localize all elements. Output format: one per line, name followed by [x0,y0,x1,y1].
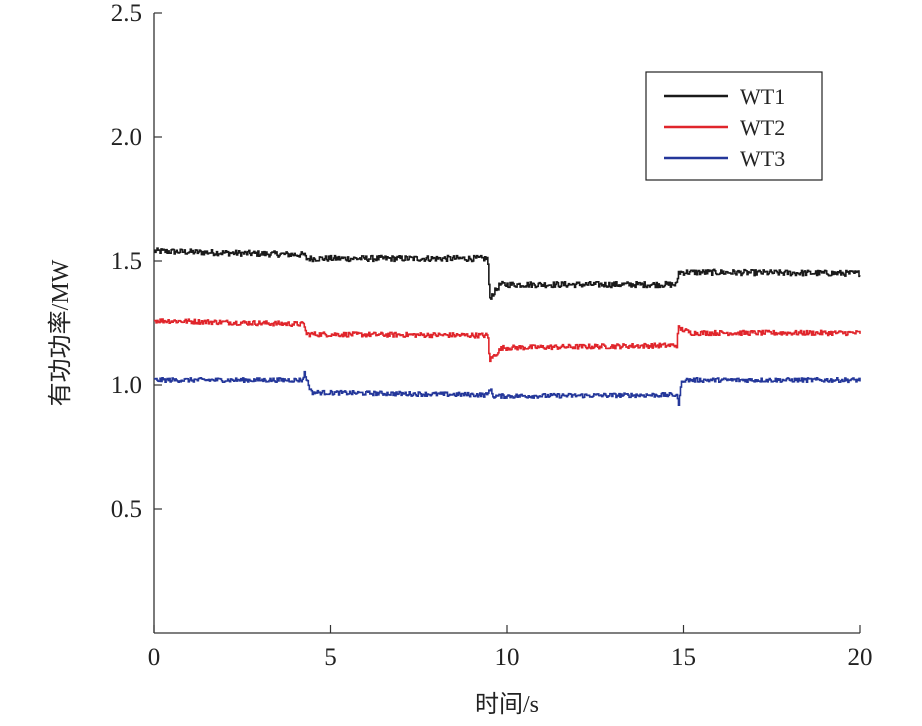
series-line-wt1 [154,247,861,300]
x-tick-label: 10 [495,644,520,671]
series-line-wt2 [154,318,861,363]
y-tick-label: 2.5 [111,0,142,27]
legend-label-wt3: WT3 [740,146,785,171]
x-tick-label: 15 [671,644,696,671]
x-tick-label: 5 [324,644,337,671]
y-tick-label: 1.0 [111,372,142,399]
legend-label-wt2: WT2 [740,115,785,140]
legend: WT1 WT2 WT3 [645,71,823,181]
y-tick-label: 2.0 [111,124,142,151]
axis-layer: 0 5 10 15 20 0.5 1.0 1.5 2.0 2.5 [111,0,873,671]
y-tick-label: 0.5 [111,496,142,523]
x-tick-label: 0 [148,644,161,671]
x-tick-label: 20 [848,644,873,671]
y-tick-label: 1.5 [111,248,142,275]
legend-label-wt1: WT1 [740,84,785,109]
x-axis-title: 时间/s [475,691,539,718]
series-line-wt3 [154,370,861,406]
y-axis-title: 有功功率/MW [47,259,74,406]
series-layer [154,247,861,406]
